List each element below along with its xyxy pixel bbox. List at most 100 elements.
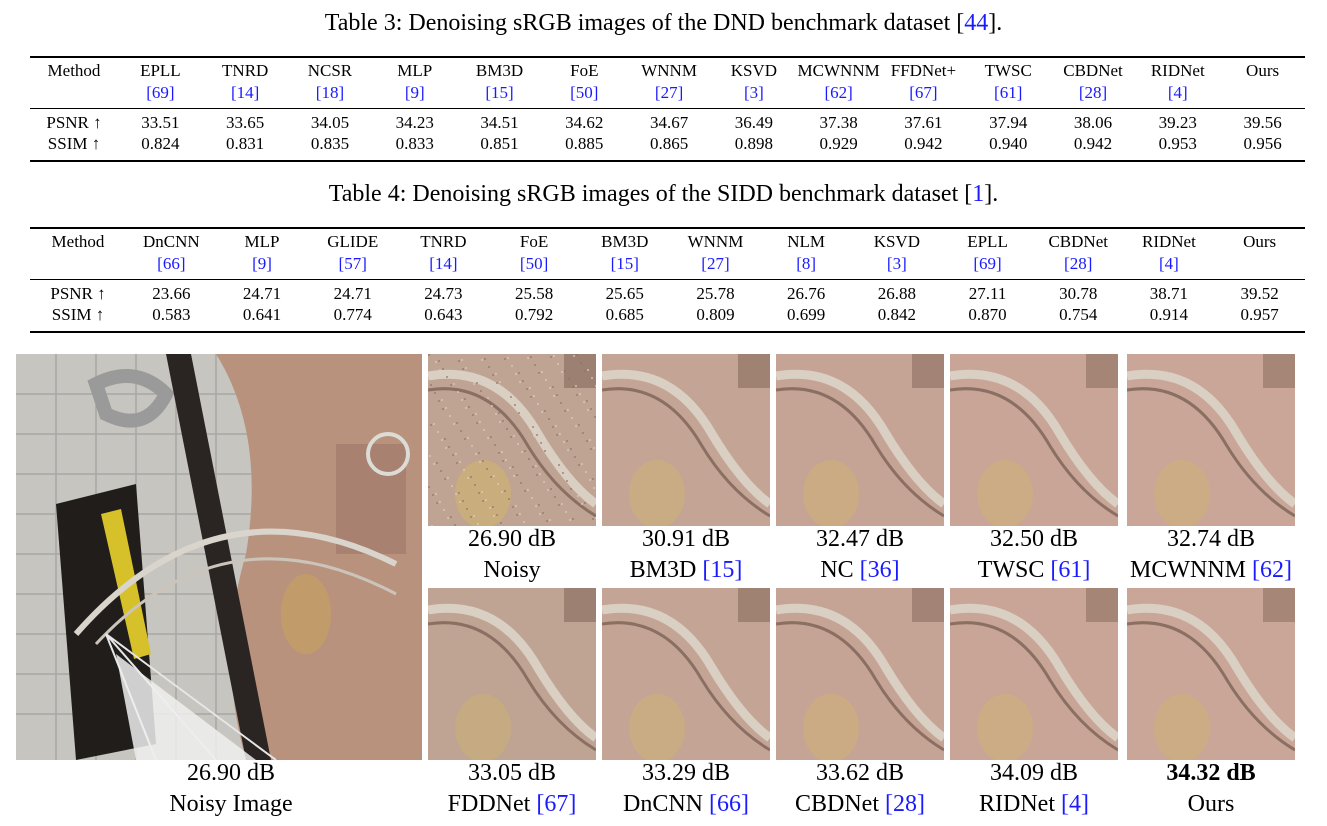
metric-value: 0.942 xyxy=(1073,133,1113,153)
method-name: FoE xyxy=(570,61,599,80)
cite-row: [69] [14] [18] [9] [15] [50] [27] [3] [62] [67] [6… xyxy=(30,82,1305,104)
crop-method-cite[interactable]: [61] xyxy=(1050,557,1091,583)
cite-link[interactable]: [15] xyxy=(485,83,514,102)
method-name: EPLL xyxy=(140,61,181,80)
method-name: FoE xyxy=(519,232,549,251)
crop-psnr: 32.47 dB xyxy=(815,526,904,552)
cite-link[interactable]: [14] xyxy=(429,254,458,273)
cite-link[interactable]: [61] xyxy=(994,83,1023,102)
cite-row: [66] [9] [57] [14] [50] [15] [27] [8] [3] [69] [28… xyxy=(30,253,1305,275)
crop-method: FDDNet [67] xyxy=(412,789,612,820)
metric-value: 0.885 xyxy=(565,133,604,153)
metric-value: 0.754 xyxy=(1059,304,1098,324)
crop-method-cite[interactable]: [66] xyxy=(709,791,749,817)
cite-link[interactable]: [18] xyxy=(315,83,345,102)
crop-method: BM3D [15] xyxy=(586,555,786,586)
metric-value: 0.833 xyxy=(395,133,434,153)
method-cite: [27] xyxy=(670,253,761,275)
crop-caption: 33.62 dB CBDNet [28] xyxy=(760,758,960,820)
crop-method-cite[interactable]: [36] xyxy=(859,557,900,583)
cite-link[interactable]: [69] xyxy=(146,83,175,102)
method-name: EPLL xyxy=(967,232,1008,251)
metric-value: 0.865 xyxy=(649,133,689,153)
row-header: Method xyxy=(51,232,105,251)
metric-value: 37.38 xyxy=(819,112,858,132)
cite-link[interactable]: [28] xyxy=(1064,254,1093,273)
cite-link[interactable]: [9] xyxy=(404,83,425,102)
table3-caption-cite[interactable]: 44 xyxy=(964,10,989,36)
cite-link[interactable]: [14] xyxy=(231,83,260,102)
cite-link[interactable]: [28] xyxy=(1078,83,1108,102)
metric-value: 24.73 xyxy=(424,283,463,303)
method-name: MCWNNM xyxy=(797,61,880,80)
crop-method-name: NC xyxy=(820,557,860,583)
crop-method-cite[interactable]: [62] xyxy=(1252,557,1292,583)
metric-value: 23.66 xyxy=(152,283,191,303)
crop-method: CBDNet [28] xyxy=(760,789,960,820)
method-cite: [9] xyxy=(372,82,457,104)
crop-method-cite[interactable]: [4] xyxy=(1061,791,1089,817)
crop-psnr: 33.29 dB xyxy=(641,760,730,786)
cite-link[interactable]: [67] xyxy=(909,83,938,102)
metric-label: SSIM ↑ xyxy=(51,304,105,324)
method-name: TWSC xyxy=(984,61,1032,80)
method-cite: [28] xyxy=(1033,253,1124,275)
row-header: Method xyxy=(47,61,101,80)
metric-value: 39.56 xyxy=(1243,112,1282,132)
method-name: BM3D xyxy=(601,232,649,251)
cite-link[interactable]: [15] xyxy=(610,254,639,273)
cite-link[interactable]: [27] xyxy=(701,254,730,273)
crop-caption: 30.91 dB BM3D [15] xyxy=(586,524,786,586)
crop-psnr: 26.90 dB xyxy=(467,526,556,552)
metric-value: 0.641 xyxy=(242,304,282,324)
metric-value: 34.05 xyxy=(310,112,350,132)
table4-caption-end: ]. xyxy=(984,181,999,207)
cite-link[interactable]: [8] xyxy=(796,254,817,273)
cite-link[interactable]: [57] xyxy=(338,254,367,273)
metric-value: 0.792 xyxy=(514,304,554,324)
crop-caption: 32.47 dB NC [36] xyxy=(760,524,960,586)
metric-value: 39.52 xyxy=(1240,283,1279,303)
cite-link[interactable]: [4] xyxy=(1167,83,1188,102)
metric-value: 24.71 xyxy=(242,283,282,303)
metric-value: 36.49 xyxy=(734,112,773,132)
metric-value: 0.870 xyxy=(968,304,1007,324)
crop-psnr: 32.50 dB xyxy=(989,526,1078,552)
metric-value: 37.94 xyxy=(989,112,1028,132)
cite-link[interactable]: [9] xyxy=(252,254,272,273)
crop-method-name: MCWNNM xyxy=(1130,557,1253,583)
method-name: KSVD xyxy=(730,61,777,80)
method-name: MLP xyxy=(244,232,280,251)
metric-value: 0.914 xyxy=(1149,304,1189,324)
main-image-psnr: 26.90 dB xyxy=(186,760,275,786)
table4-bottom-rule xyxy=(30,331,1305,333)
method-cite: [8] xyxy=(761,253,852,275)
cite-link[interactable]: [66] xyxy=(157,254,186,273)
crop-method-cite[interactable]: [67] xyxy=(536,791,577,817)
denoised-crop-image xyxy=(1127,354,1295,526)
crop-caption: 33.05 dB FDDNet [67] xyxy=(412,758,612,820)
cite-link[interactable]: [4] xyxy=(1158,254,1179,273)
cite-link[interactable]: [50] xyxy=(570,83,599,102)
method-cite: [4] xyxy=(1135,82,1220,104)
blank-cell xyxy=(30,82,118,104)
cite-link[interactable]: [69] xyxy=(973,254,1002,273)
cite-link[interactable]: [3] xyxy=(886,254,907,273)
cite-link[interactable]: [3] xyxy=(743,83,764,102)
table4-caption-cite[interactable]: 1 xyxy=(972,181,985,207)
crop-method-name: TWSC xyxy=(977,557,1051,583)
crop-method-cite[interactable]: [28] xyxy=(885,791,925,817)
metric-value: 0.699 xyxy=(787,304,826,324)
method-cite: [67] xyxy=(881,82,966,104)
metric-value: 34.62 xyxy=(565,112,604,132)
header-row: Method DnCNN MLP GLIDE TNRD FoE BM3D WNNM NLM KSV… xyxy=(30,231,1305,253)
cite-link[interactable]: [62] xyxy=(824,83,853,102)
metric-row: PSNR ↑ 33.51 33.65 34.05 34.23 34.51 34.62 34.6… xyxy=(30,112,1305,133)
method-name: MLP xyxy=(397,61,433,80)
metric-value: 38.71 xyxy=(1149,283,1189,303)
cite-link[interactable]: [50] xyxy=(519,254,549,273)
crop-method-cite[interactable]: [15] xyxy=(702,557,743,583)
crop-method-name: RIDNet xyxy=(979,791,1061,817)
cite-link[interactable]: [27] xyxy=(654,83,684,102)
crop-method: DnCNN [66] xyxy=(586,789,786,820)
